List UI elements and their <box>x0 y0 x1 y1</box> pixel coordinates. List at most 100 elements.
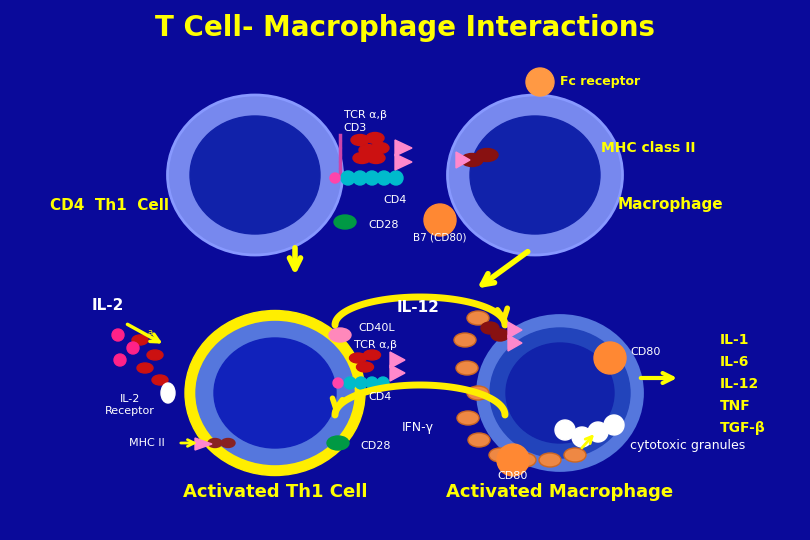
Polygon shape <box>390 365 405 381</box>
Ellipse shape <box>478 315 642 470</box>
Ellipse shape <box>152 375 168 385</box>
Ellipse shape <box>359 145 377 156</box>
Ellipse shape <box>364 350 381 360</box>
Ellipse shape <box>334 215 356 229</box>
Circle shape <box>604 415 624 435</box>
Ellipse shape <box>470 116 600 234</box>
Circle shape <box>341 171 355 185</box>
Circle shape <box>594 342 626 374</box>
Circle shape <box>424 204 456 236</box>
Text: Macrophage: Macrophage <box>617 198 723 213</box>
Ellipse shape <box>367 152 385 164</box>
Text: Activated Macrophage: Activated Macrophage <box>446 483 674 501</box>
Polygon shape <box>508 335 522 351</box>
Circle shape <box>333 378 343 388</box>
Circle shape <box>112 329 124 341</box>
Text: TCR α,β: TCR α,β <box>353 340 397 350</box>
Ellipse shape <box>454 333 476 347</box>
Text: CD28: CD28 <box>368 220 399 230</box>
Circle shape <box>572 427 592 447</box>
Circle shape <box>330 173 340 183</box>
Ellipse shape <box>137 363 153 373</box>
Text: CD80: CD80 <box>630 347 660 357</box>
Text: CD80: CD80 <box>498 471 528 481</box>
Ellipse shape <box>514 453 536 467</box>
Text: Activated Th1 Cell: Activated Th1 Cell <box>183 483 367 501</box>
Circle shape <box>344 377 356 389</box>
Circle shape <box>127 342 139 354</box>
Text: CD28: CD28 <box>360 441 390 451</box>
Circle shape <box>365 171 379 185</box>
Ellipse shape <box>161 383 175 403</box>
Text: T Cell- Macrophage Interactions: T Cell- Macrophage Interactions <box>155 14 655 42</box>
Circle shape <box>355 377 367 389</box>
Ellipse shape <box>356 362 373 372</box>
Text: IL-2: IL-2 <box>92 298 124 313</box>
Text: IL-6: IL-6 <box>720 355 749 369</box>
Text: CD4: CD4 <box>369 392 392 402</box>
Circle shape <box>366 377 378 389</box>
Circle shape <box>353 171 367 185</box>
Ellipse shape <box>329 328 351 342</box>
Ellipse shape <box>190 116 320 234</box>
Text: MHC class II: MHC class II <box>601 141 695 155</box>
Text: IL-12: IL-12 <box>397 300 440 314</box>
Text: MHC II: MHC II <box>130 438 165 448</box>
Ellipse shape <box>353 152 371 164</box>
Text: cytotoxic granules: cytotoxic granules <box>630 438 746 451</box>
Ellipse shape <box>456 361 478 375</box>
Polygon shape <box>395 140 412 156</box>
Polygon shape <box>390 352 405 368</box>
Text: B7 (CD80): B7 (CD80) <box>413 233 467 243</box>
Ellipse shape <box>491 329 509 341</box>
Ellipse shape <box>371 143 389 153</box>
Circle shape <box>377 377 389 389</box>
Text: IL-2
Receptor: IL-2 Receptor <box>105 394 155 416</box>
Ellipse shape <box>468 433 490 447</box>
Ellipse shape <box>467 386 489 400</box>
Polygon shape <box>195 438 212 450</box>
Ellipse shape <box>461 153 483 166</box>
Ellipse shape <box>327 436 349 450</box>
Text: CD40L: CD40L <box>358 323 394 333</box>
Ellipse shape <box>208 438 222 448</box>
Ellipse shape <box>366 132 384 144</box>
Ellipse shape <box>490 328 630 458</box>
Circle shape <box>389 171 403 185</box>
Ellipse shape <box>447 95 623 255</box>
Text: IL-12: IL-12 <box>720 377 759 391</box>
Ellipse shape <box>457 411 479 425</box>
Text: Fc receptor: Fc receptor <box>560 76 640 89</box>
Ellipse shape <box>214 338 336 448</box>
Ellipse shape <box>481 322 499 334</box>
Ellipse shape <box>349 353 366 363</box>
Text: TNF: TNF <box>720 399 751 413</box>
Ellipse shape <box>168 95 343 255</box>
Ellipse shape <box>539 453 561 467</box>
Text: CD4  Th1  Cell: CD4 Th1 Cell <box>50 198 169 213</box>
Polygon shape <box>395 154 412 170</box>
Ellipse shape <box>506 343 614 443</box>
Text: TGF-β: TGF-β <box>720 421 765 435</box>
Ellipse shape <box>185 310 365 476</box>
Text: a: a <box>148 328 153 337</box>
Ellipse shape <box>564 448 586 462</box>
Circle shape <box>114 354 126 366</box>
Polygon shape <box>508 322 522 338</box>
Text: IFN-γ: IFN-γ <box>402 422 434 435</box>
Circle shape <box>377 171 391 185</box>
Ellipse shape <box>147 350 163 360</box>
Circle shape <box>555 420 575 440</box>
Text: TCR α,β: TCR α,β <box>343 110 386 120</box>
Circle shape <box>497 444 529 476</box>
Circle shape <box>588 422 608 442</box>
Circle shape <box>526 68 554 96</box>
Ellipse shape <box>132 335 148 345</box>
Text: CD4: CD4 <box>383 195 407 205</box>
Ellipse shape <box>467 311 489 325</box>
Ellipse shape <box>489 448 511 462</box>
Text: CD3: CD3 <box>343 123 367 133</box>
Ellipse shape <box>476 148 498 161</box>
Ellipse shape <box>351 134 369 145</box>
Ellipse shape <box>196 321 354 464</box>
